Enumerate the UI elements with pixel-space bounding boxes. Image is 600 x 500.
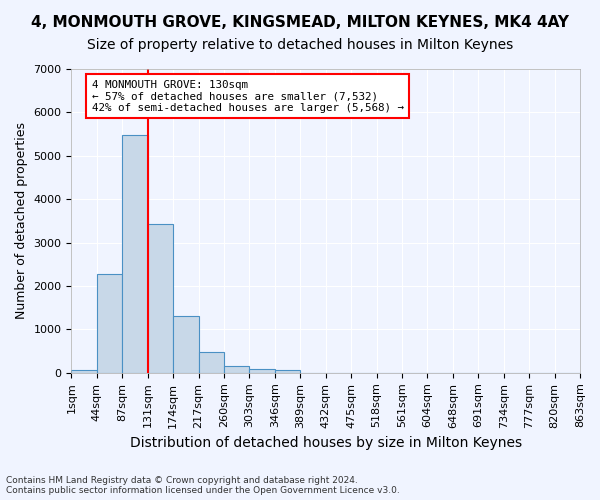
Y-axis label: Number of detached properties: Number of detached properties: [15, 122, 28, 320]
Text: Contains HM Land Registry data © Crown copyright and database right 2024.
Contai: Contains HM Land Registry data © Crown c…: [6, 476, 400, 495]
Text: Size of property relative to detached houses in Milton Keynes: Size of property relative to detached ho…: [87, 38, 513, 52]
Bar: [224, 366, 250, 373]
Bar: [250, 370, 275, 373]
Bar: [122, 135, 148, 373]
Bar: [173, 316, 199, 373]
X-axis label: Distribution of detached houses by size in Milton Keynes: Distribution of detached houses by size …: [130, 436, 522, 450]
Bar: [275, 370, 300, 373]
Text: 4, MONMOUTH GROVE, KINGSMEAD, MILTON KEYNES, MK4 4AY: 4, MONMOUTH GROVE, KINGSMEAD, MILTON KEY…: [31, 15, 569, 30]
Bar: [199, 352, 224, 373]
Bar: [71, 370, 97, 373]
Bar: [148, 224, 173, 373]
Bar: [97, 274, 122, 373]
Text: 4 MONMOUTH GROVE: 130sqm
← 57% of detached houses are smaller (7,532)
42% of sem: 4 MONMOUTH GROVE: 130sqm ← 57% of detach…: [92, 80, 404, 113]
